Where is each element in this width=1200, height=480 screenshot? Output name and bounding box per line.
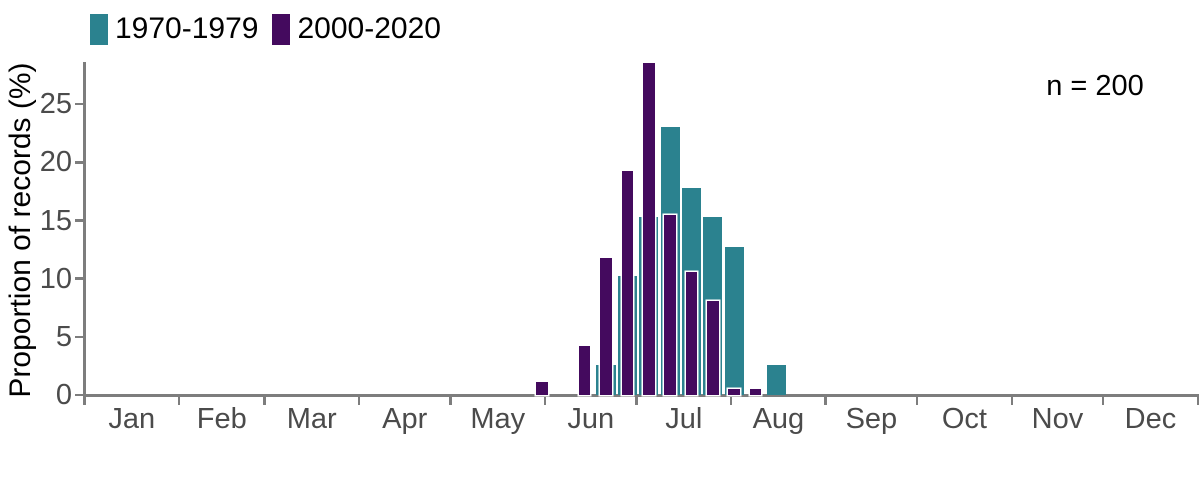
bar-2000-2020: [600, 258, 612, 396]
y-tick: [75, 161, 84, 164]
bar-2000-2020: [707, 301, 719, 396]
x-tick: [357, 396, 361, 406]
x-tick-label: Aug: [752, 403, 805, 435]
x-tick: [915, 396, 919, 406]
x-tick-label: May: [470, 403, 526, 435]
x-tick: [449, 396, 452, 406]
x-tick: [83, 396, 86, 406]
y-tick-label: 15: [39, 204, 72, 237]
legend-label-1970-1979: 1970-1979: [115, 12, 259, 45]
x-tick: [177, 396, 181, 406]
x-tick-label: Jul: [665, 403, 703, 435]
x-tick-label: Mar: [286, 403, 337, 435]
y-tick-label: 25: [39, 88, 72, 121]
x-tick-label: Nov: [1031, 403, 1084, 435]
x-axis-line: [83, 394, 1199, 397]
legend-label-2000-2020: 2000-2020: [297, 12, 441, 45]
x-tick: [729, 396, 733, 406]
legend-swatch-1970-1979: [90, 13, 108, 45]
bar-2000-2020: [536, 381, 548, 396]
sample-size-annotation: n = 200: [1046, 70, 1144, 102]
legend-swatch-2000-2020: [272, 13, 291, 45]
y-tick-label: 10: [39, 262, 72, 295]
x-tick: [1102, 396, 1105, 406]
x-tick: [263, 396, 266, 406]
x-tick-label: Sep: [845, 403, 898, 435]
bar-1970-1979: [767, 365, 787, 396]
x-tick-label: Jan: [108, 403, 156, 435]
y-tick: [75, 103, 84, 106]
bar-2000-2020: [685, 272, 698, 396]
legend-item-1970-1979: 1970-1979: [90, 12, 258, 46]
x-tick-label: Jun: [567, 403, 615, 435]
x-tick-label: Apr: [382, 403, 428, 435]
bar-2000-2020: [749, 388, 762, 396]
x-tick-label: Feb: [196, 403, 247, 435]
x-tick: [824, 396, 827, 406]
bar-1970-1979: [724, 246, 744, 396]
x-tick-label: Oct: [941, 403, 987, 435]
y-axis-line: [83, 62, 86, 397]
legend-item-2000-2020: 2000-2020: [272, 12, 441, 46]
legend: 1970-1979 2000-2020: [90, 12, 455, 46]
y-tick: [75, 277, 84, 280]
bar-2000-2020: [664, 215, 676, 396]
bar-2000-2020: [642, 63, 655, 396]
x-tick-label: Dec: [1124, 403, 1177, 435]
x-tick: [635, 396, 638, 406]
bar-2000-2020: [728, 388, 740, 396]
y-tick-label: 5: [55, 320, 72, 353]
y-tick: [75, 393, 84, 396]
y-tick-label: 20: [39, 146, 72, 179]
y-tick: [75, 335, 84, 338]
y-tick: [75, 219, 84, 222]
x-tick: [1196, 396, 1199, 406]
x-tick: [1010, 396, 1013, 406]
bar-2000-2020: [621, 171, 634, 396]
bar-2000-2020: [578, 345, 591, 396]
y-tick-label: 0: [55, 378, 72, 411]
x-tick: [543, 396, 547, 406]
